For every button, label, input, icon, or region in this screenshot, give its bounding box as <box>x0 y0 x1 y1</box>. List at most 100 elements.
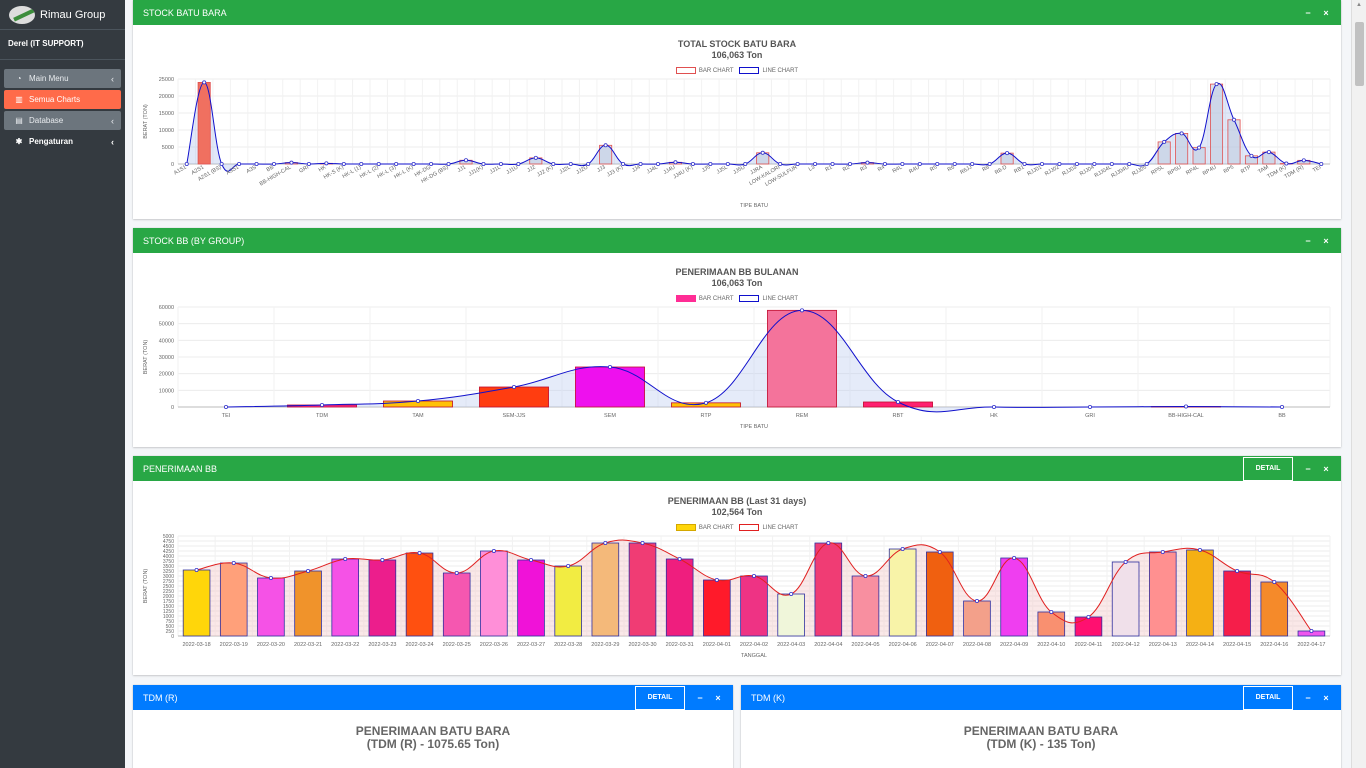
chart-subtitle: 102,564 Ton <box>711 507 763 517</box>
data-point <box>306 569 311 574</box>
scroll-up-arrow-icon[interactable]: ▲ <box>1356 2 1362 8</box>
data-point <box>882 162 887 167</box>
x-tick-label: 2022-04-14 <box>1186 642 1214 648</box>
data-point <box>1309 629 1314 634</box>
x-tick-label: 2022-04-08 <box>963 642 991 648</box>
minimize-icon[interactable]: − <box>697 692 703 703</box>
data-point <box>1057 162 1062 167</box>
bar <box>1111 561 1140 637</box>
data-point <box>708 162 713 167</box>
data-point <box>896 400 901 405</box>
y-tick-label: 250 <box>166 629 175 635</box>
data-point <box>848 162 853 167</box>
y-axis-title: BERAT (TON) <box>143 569 149 604</box>
detail-button[interactable]: DETAIL <box>635 685 685 710</box>
close-icon[interactable]: × <box>1323 463 1329 474</box>
chart-legend[interactable]: BAR CHART LINE CHART <box>133 295 1341 302</box>
x-tick-label: HK <box>318 164 328 173</box>
x-tick-label: R4U <box>908 165 921 176</box>
data-point <box>656 162 661 167</box>
data-point <box>1162 139 1167 144</box>
data-point <box>830 162 835 167</box>
chart-subtitle: 106,063 Ton <box>711 278 763 288</box>
chart-legend[interactable]: BAR CHART LINE CHART <box>133 67 1341 74</box>
x-tick-label: 2022-04-05 <box>851 642 879 648</box>
data-point <box>1280 405 1285 410</box>
detail-button[interactable]: DETAIL <box>1243 685 1293 710</box>
minimize-icon[interactable]: − <box>1305 235 1311 246</box>
bar <box>331 558 360 637</box>
x-tick-label: TDM <box>316 413 328 419</box>
x-tick-label: JJ5U <box>732 165 746 176</box>
close-icon[interactable]: × <box>1323 692 1329 703</box>
x-tick-label: 2022-04-01 <box>703 642 731 648</box>
x-tick-label: R3 <box>859 165 868 174</box>
data-point <box>935 162 940 167</box>
x-tick-label: 2022-03-22 <box>331 642 359 648</box>
y-tick-label: 1750 <box>163 599 174 605</box>
x-tick-label: JJ3 (K) <box>606 164 624 178</box>
close-icon[interactable]: × <box>1323 7 1329 18</box>
minimize-icon[interactable]: − <box>1305 7 1311 18</box>
data-point <box>1266 150 1271 155</box>
x-tick-label: JJ5 <box>701 165 711 174</box>
data-point <box>343 556 348 561</box>
scrollbar-thumb[interactable] <box>1355 22 1364 86</box>
data-point <box>789 592 794 597</box>
close-icon[interactable]: × <box>1323 235 1329 246</box>
x-tick-label: 2022-04-10 <box>1037 642 1065 648</box>
minimize-icon[interactable]: − <box>1305 463 1311 474</box>
x-tick-label: BB <box>1278 413 1286 419</box>
data-point <box>607 365 612 370</box>
bar <box>591 542 620 637</box>
x-tick-label: 2022-03-31 <box>666 642 694 648</box>
page-scrollbar[interactable]: ▲ <box>1351 0 1366 768</box>
user-name[interactable]: Derel (IT SUPPORT) <box>0 30 125 60</box>
sidebar-item-main-menu[interactable]: ◔ Main Menu ‹ <box>4 69 121 88</box>
x-tick-label: RJJ04L <box>1094 165 1113 180</box>
sidebar-item-pengaturan[interactable]: ✱ Pengaturan ‹ <box>4 132 121 151</box>
y-tick-label: 40000 <box>159 338 174 344</box>
minimize-icon[interactable]: − <box>1305 692 1311 703</box>
data-point <box>446 162 451 167</box>
data-point <box>319 403 324 408</box>
chart-icon: ▥ <box>15 95 23 104</box>
brand[interactable]: Rimau Group <box>0 0 125 30</box>
chart-legend[interactable]: BAR CHART LINE CHART <box>133 524 1341 531</box>
data-point <box>1197 145 1202 150</box>
bar <box>628 542 657 637</box>
y-tick-label: 3250 <box>163 569 174 575</box>
bar <box>219 562 248 637</box>
x-tick-label: SEM <box>604 413 616 419</box>
card-title: PENERIMAAN BB <box>143 463 218 474</box>
x-tick-label: R4L <box>892 165 904 175</box>
bar <box>1186 549 1214 637</box>
data-point <box>1197 547 1202 552</box>
y-tick-label: 1000 <box>163 614 174 620</box>
chevron-left-icon: ‹ <box>111 115 114 126</box>
sidebar-item-label: Main Menu <box>29 74 69 83</box>
x-tick-label: HK-L (1) <box>341 164 362 180</box>
y-tick-label: 2000 <box>163 594 174 600</box>
sidebar-item-database[interactable]: ▤ Database ‹ <box>4 111 121 130</box>
x-tick-label: BB <box>266 164 276 173</box>
data-point <box>900 162 905 167</box>
y-tick-label: 3000 <box>163 574 174 580</box>
sidebar-item-semua-charts[interactable]: ▥ Semua Charts <box>4 90 121 109</box>
card-header: PENERIMAAN BB DETAIL − × <box>133 456 1341 481</box>
close-icon[interactable]: × <box>715 692 721 703</box>
data-point <box>219 162 224 167</box>
detail-button[interactable]: DETAIL <box>1243 456 1293 481</box>
data-point <box>826 540 831 545</box>
data-point <box>1184 404 1189 409</box>
x-tick-label: RB1 <box>1013 165 1025 176</box>
data-point <box>417 550 422 555</box>
y-axis-title: BERAT (TON) <box>143 340 149 375</box>
sidebar: Rimau Group Derel (IT SUPPORT) ◔ Main Me… <box>0 0 125 768</box>
y-tick-label: 4500 <box>163 544 174 550</box>
x-tick-label: R1 <box>824 165 833 174</box>
sidebar-item-label: Semua Charts <box>29 95 81 104</box>
chart-penerimaan-bb: 0250500750100012501500175020002250250027… <box>143 534 1331 659</box>
x-tick-label: RP4U <box>1202 165 1218 178</box>
data-point <box>1214 82 1219 87</box>
